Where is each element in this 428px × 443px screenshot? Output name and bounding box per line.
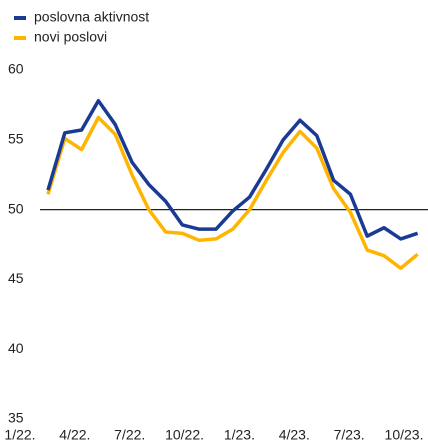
y-tick-label: 60 (8, 61, 24, 77)
series-line (46, 98, 419, 241)
y-tick-label: 50 (8, 200, 24, 216)
y-tick-label: 45 (8, 270, 24, 286)
x-tick-label: 7/22. (114, 427, 145, 443)
x-tick-label: 4/22. (59, 427, 90, 443)
x-tick-label: 4/23. (279, 427, 310, 443)
y-tick-label: 35 (8, 410, 24, 426)
x-tick-label: 7/23. (334, 427, 365, 443)
legend-swatch (14, 36, 26, 40)
legend-swatch (14, 16, 26, 20)
x-tick-label: 10/22. (165, 427, 204, 443)
legend-label: poslovna aktivnost (34, 9, 149, 25)
x-tick-label: 1/22. (4, 427, 35, 443)
y-tick-label: 55 (8, 131, 24, 147)
x-tick-label: 10/23. (385, 427, 424, 443)
y-tick-label: 40 (8, 340, 24, 356)
series-line (46, 115, 419, 270)
x-tick-label: 1/23. (224, 427, 255, 443)
legend-label: novi poslovi (34, 29, 107, 45)
